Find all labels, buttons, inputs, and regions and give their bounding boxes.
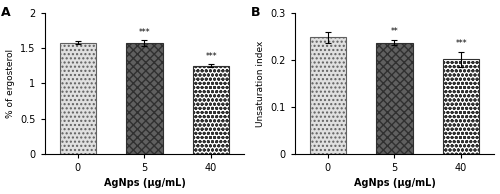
Text: ***: *** [456, 39, 467, 48]
Bar [126, 43, 163, 154]
X-axis label: AgNps (μg/mL): AgNps (μg/mL) [354, 178, 436, 188]
Bar [310, 37, 346, 154]
Text: B: B [250, 6, 260, 19]
Y-axis label: % of ergosterol: % of ergosterol [6, 49, 15, 118]
Y-axis label: Unsaturation index: Unsaturation index [256, 40, 264, 127]
Bar [443, 59, 480, 154]
Text: A: A [0, 6, 10, 19]
Bar [193, 66, 230, 154]
Bar [376, 43, 413, 154]
X-axis label: AgNps (μg/mL): AgNps (μg/mL) [104, 178, 186, 188]
Text: ***: *** [206, 52, 217, 61]
Text: ***: *** [138, 28, 150, 37]
Bar [60, 43, 96, 154]
Text: **: ** [390, 27, 398, 36]
